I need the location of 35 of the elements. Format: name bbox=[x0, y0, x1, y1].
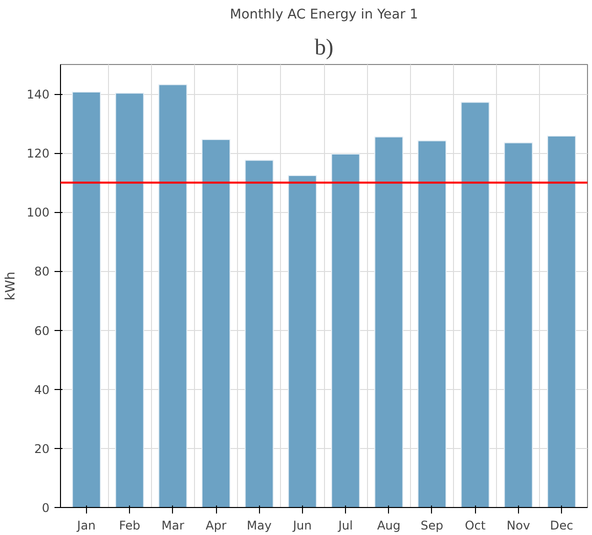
bar bbox=[331, 153, 360, 508]
y-tick-label: 80 bbox=[34, 264, 50, 279]
chart-subtitle: Monthly AC Energy in Year 1 bbox=[230, 8, 418, 22]
x-tick-label: Oct bbox=[464, 518, 486, 532]
x-tick-label: Sep bbox=[420, 518, 444, 532]
y-tick-label: 60 bbox=[34, 324, 50, 338]
y-tick-label: 140 bbox=[26, 88, 50, 102]
x-tick-label: Mar bbox=[161, 518, 184, 532]
y-tick-label: 100 bbox=[26, 206, 50, 220]
x-tick-label: Aug bbox=[377, 518, 401, 532]
bar bbox=[72, 91, 101, 508]
x-tick-label: Jan bbox=[76, 518, 96, 532]
bar bbox=[288, 175, 317, 508]
x-tick-label: May bbox=[246, 518, 272, 532]
bar bbox=[504, 142, 533, 508]
bar bbox=[201, 139, 231, 508]
x-tick-label: Dec bbox=[550, 518, 574, 532]
bar bbox=[460, 102, 490, 508]
x-tick-label: Jun bbox=[292, 518, 312, 532]
y-tick-label: 0 bbox=[42, 501, 50, 515]
bar bbox=[374, 136, 404, 508]
x-tick-label: Jul bbox=[337, 518, 353, 532]
chart-title: b) bbox=[314, 34, 334, 60]
bar bbox=[115, 92, 144, 508]
y-axis-title: kWh bbox=[4, 272, 19, 300]
x-tick-label: Apr bbox=[206, 518, 226, 532]
y-tick-label: 40 bbox=[34, 382, 50, 397]
bar bbox=[158, 84, 188, 508]
bar bbox=[547, 135, 576, 508]
bar bbox=[244, 160, 274, 508]
y-tick-label: 20 bbox=[34, 442, 50, 456]
bar bbox=[417, 140, 447, 508]
x-tick-label: Nov bbox=[506, 518, 530, 532]
y-tick-label: 120 bbox=[26, 146, 50, 161]
x-tick-label: Feb bbox=[118, 518, 140, 532]
